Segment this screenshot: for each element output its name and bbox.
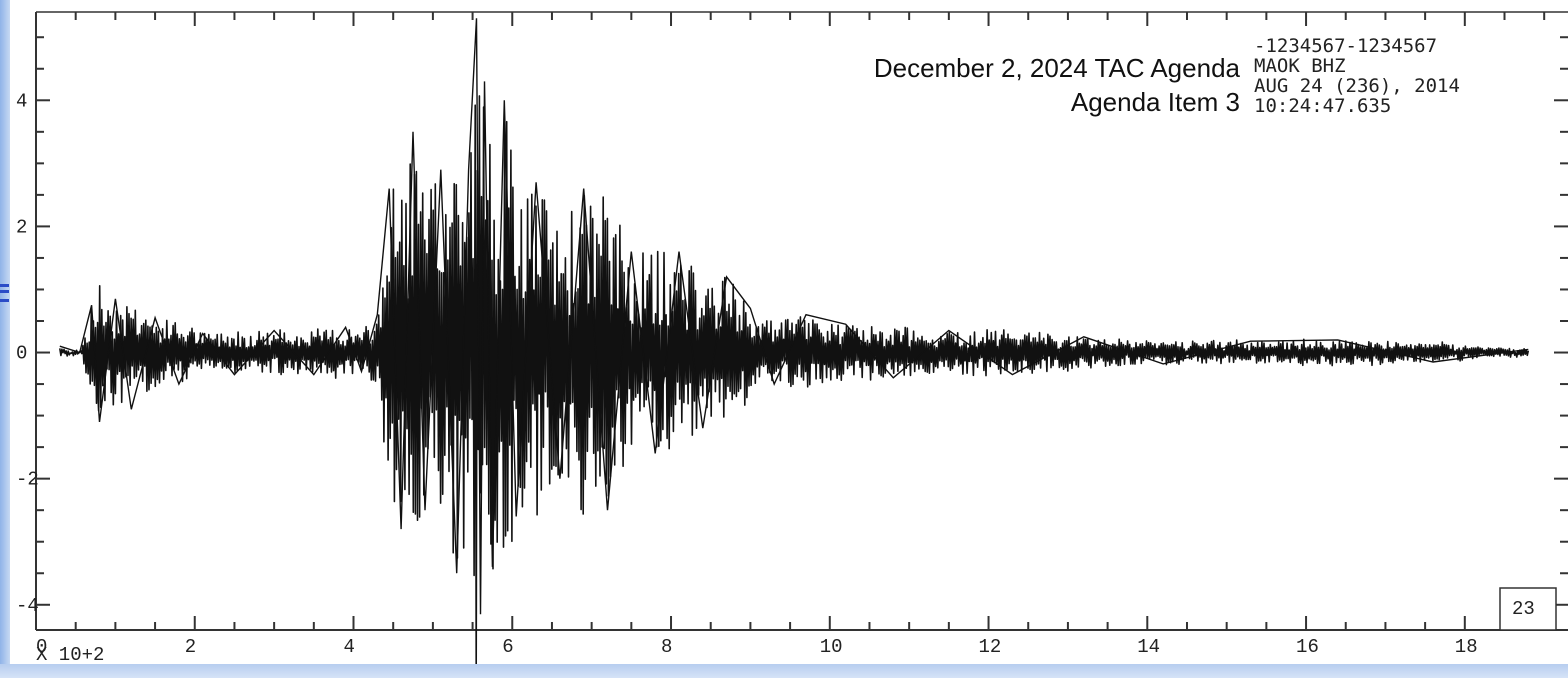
x-tick-label: 10 xyxy=(820,636,843,658)
y-tick-label: 4 xyxy=(16,90,27,112)
x-tick-label: 0 xyxy=(36,636,47,658)
annotations: December 2, 2024 TAC Agenda Agenda Item … xyxy=(36,35,1557,664)
x-tick-label: 6 xyxy=(502,636,513,658)
x-tick-label: 12 xyxy=(979,636,1002,658)
x-tick-label: 2 xyxy=(185,636,196,658)
slide-footer-band xyxy=(0,664,1568,678)
x-multiplier-label: X 10+2 xyxy=(36,644,104,664)
box-label: 23 xyxy=(1512,598,1535,620)
seismogram-chart: 0 2 4 6 8 10 12 14 16 18 -4 -2 0 2 4 December 2, 2024… xyxy=(16,11,1568,664)
y-tick-label: 0 xyxy=(16,343,27,365)
waveform-peaks xyxy=(59,18,1529,615)
station-id-line: -1234567-1234567 xyxy=(1254,35,1437,57)
x-tick-label: 8 xyxy=(661,636,672,658)
waveform-line xyxy=(59,95,1530,664)
y-tick-label: -2 xyxy=(16,469,39,491)
y-ticks: -4 -2 0 2 4 xyxy=(16,36,1568,617)
x-tick-label: 4 xyxy=(344,636,355,658)
waveform-trace xyxy=(59,18,1530,664)
y-tick-label: 2 xyxy=(16,216,27,238)
x-tick-label: 14 xyxy=(1137,636,1160,658)
slide-bullet-marker xyxy=(0,284,9,302)
station-channel-line: MAOK BHZ xyxy=(1254,55,1346,77)
station-time-line: 10:24:47.635 xyxy=(1254,95,1391,117)
y-tick-label: -4 xyxy=(16,595,39,617)
agenda-item: Agenda Item 3 xyxy=(1071,87,1240,117)
station-date-line: AUG 24 (236), 2014 xyxy=(1254,75,1460,97)
x-tick-label: 18 xyxy=(1455,636,1478,658)
seismogram-panel: 0 2 4 6 8 10 12 14 16 18 -4 -2 0 2 4 December 2, 2024… xyxy=(10,0,1568,664)
agenda-title: December 2, 2024 TAC Agenda xyxy=(874,53,1241,83)
box-label-frame xyxy=(1499,587,1557,631)
x-ticks: 0 2 4 6 8 10 12 14 16 18 xyxy=(35,12,1546,658)
x-tick-label: 16 xyxy=(1296,636,1319,658)
